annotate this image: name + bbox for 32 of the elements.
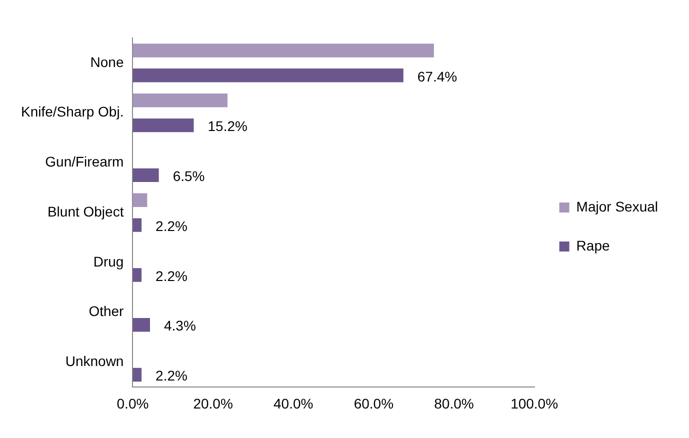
y-tick-label: Blunt Object <box>47 203 124 220</box>
data-label: 2.2% <box>156 268 188 284</box>
y-tick-label: Other <box>88 303 124 320</box>
x-tick-label: 20.0% <box>193 395 233 412</box>
bar <box>132 168 159 182</box>
data-label: 67.4% <box>417 68 458 84</box>
data-label: 6.5% <box>172 168 205 184</box>
legend-label: Major Sexual <box>576 198 658 214</box>
bar <box>132 368 142 382</box>
bar <box>132 268 142 282</box>
x-tick-label: 40.0% <box>274 395 314 412</box>
y-tick-label: None <box>90 54 124 70</box>
bar <box>132 118 194 132</box>
data-label: 15.2% <box>208 118 248 134</box>
data-label: 2.2% <box>156 368 188 384</box>
bar <box>132 218 142 232</box>
bar <box>132 44 434 58</box>
bar <box>132 68 404 82</box>
data-label: 2.2% <box>156 218 188 234</box>
legend-label: Rape <box>576 237 610 254</box>
x-tick-label: 60.0% <box>354 395 394 412</box>
y-tick-label: Gun/Firearm <box>45 154 124 170</box>
bar <box>132 318 150 332</box>
x-tick-label: 100.0% <box>510 395 558 412</box>
data-label: 4.3% <box>164 318 196 334</box>
y-tick-label: Unknown <box>65 353 124 370</box>
bar <box>132 94 228 108</box>
x-tick-label: 80.0% <box>434 395 474 412</box>
y-tick-label: Knife/Sharp Obj. <box>20 104 124 120</box>
y-tick-label: Drug <box>93 253 124 270</box>
x-tick-label: 0.0% <box>116 395 149 412</box>
bar <box>132 193 148 207</box>
